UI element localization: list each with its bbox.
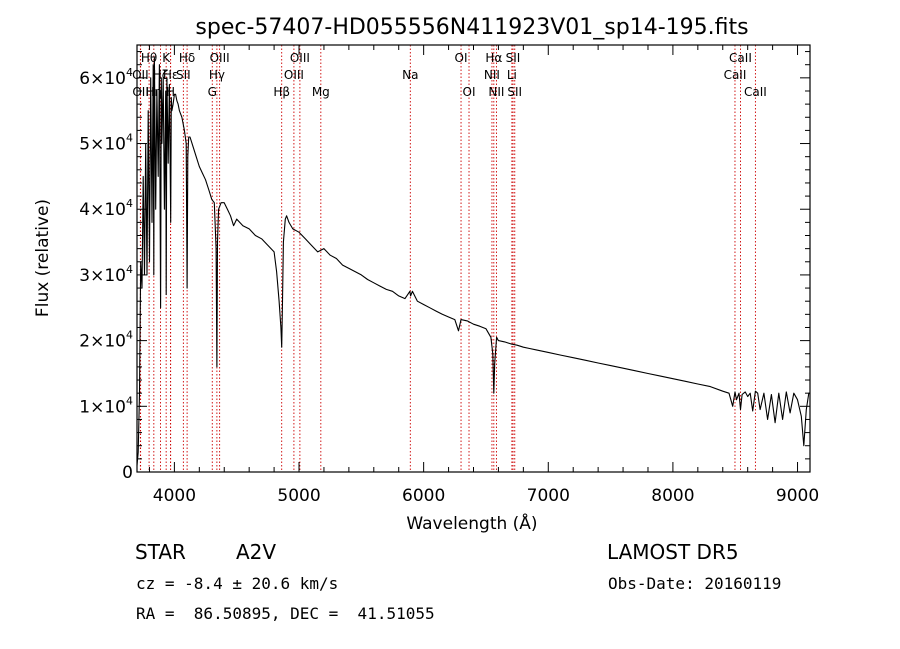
x-tick-label: 5000 — [277, 486, 320, 506]
spectral-line-label: Mg — [312, 85, 330, 99]
y-axis-label: Flux (relative) — [33, 199, 53, 317]
spectral-line-label: G — [208, 85, 217, 99]
y-tick-label: 3×104 — [79, 263, 133, 286]
spectral-line-label: OIII — [284, 68, 304, 82]
spectral-line-label: Hγ — [209, 68, 225, 82]
x-axis-ticks: 4000 5000 6000 7000 8000 9000 — [148, 45, 819, 506]
coordinates: RA = 86.50895, DEC = 41.51055 — [136, 604, 435, 623]
x-tick-label: 6000 — [402, 486, 445, 506]
spectral-line-label: K — [162, 51, 171, 65]
y-tick-label: 1×104 — [79, 394, 133, 417]
spectral-line-label: Hα — [485, 51, 502, 65]
spectral-line-label: Hθ — [141, 51, 157, 65]
x-tick-label: 8000 — [651, 486, 694, 506]
spectrum-line — [136, 57, 810, 466]
redshift-value: cz = -8.4 ± 20.6 km/s — [136, 574, 339, 593]
spectral-line-label: Na — [402, 68, 418, 82]
object-subclass: A2V — [236, 540, 277, 564]
spectral-line-label: Hβ — [273, 85, 290, 99]
spectral-line-label: SII — [176, 68, 191, 82]
spectral-line-label: NII — [488, 85, 504, 99]
x-tick-label: 4000 — [153, 486, 196, 506]
spectral-line-label: OI — [463, 85, 476, 99]
spectral-line-label: CaII — [744, 85, 767, 99]
spectral-line-label: NII — [484, 68, 500, 82]
spectral-line-markers — [139, 45, 756, 472]
spectral-line-label: SII — [507, 85, 522, 99]
object-class: STAR — [135, 540, 186, 564]
y-tick-label: 4×104 — [79, 197, 133, 220]
spectral-line-label: Hζ — [153, 68, 169, 82]
spectral-line-label: OIII — [290, 51, 310, 65]
y-axis-ticks: 0 1×104 2×104 3×104 4×104 5×104 6×104 — [79, 51, 810, 483]
x-axis-label: Wavelength (Å) — [406, 512, 537, 534]
y-tick-label: 6×104 — [79, 66, 133, 89]
survey-name: LAMOST DR5 — [607, 540, 739, 564]
y-tick-label: 2×104 — [79, 329, 133, 352]
spectral-line-label: OI — [455, 51, 468, 65]
x-tick-label: 7000 — [527, 486, 570, 506]
spectral-line-label: Li — [507, 68, 517, 82]
spectral-line-label: Hδ — [179, 51, 195, 65]
x-tick-label: 9000 — [776, 486, 819, 506]
spectral-line-label: OII — [132, 68, 149, 82]
spectral-line-label: CaII — [724, 68, 747, 82]
y-tick-label: 5×104 — [79, 132, 133, 155]
spectral-line-label: H — [166, 85, 175, 99]
spectral-line-label: OIII — [210, 51, 230, 65]
spectral-line-label: SII — [506, 51, 521, 65]
plot-frame — [136, 44, 811, 473]
observation-date: Obs-Date: 20160119 — [608, 574, 782, 593]
y-tick-label: 0 — [122, 463, 133, 483]
chart-title: spec-57407-HD055556N411923V01_sp14-195.f… — [195, 15, 748, 40]
spectral-line-label: CaII — [729, 51, 752, 65]
